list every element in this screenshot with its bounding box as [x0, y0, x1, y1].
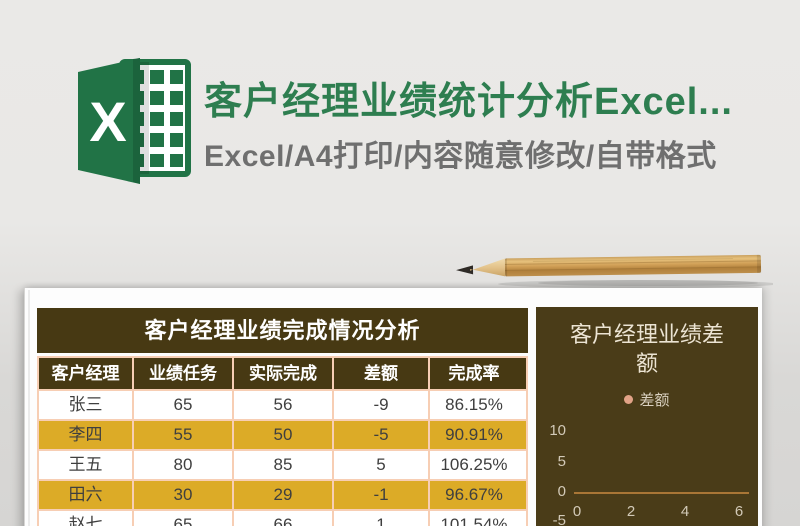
table-cell: 65	[134, 391, 234, 419]
banner-subtitle: Excel/A4打印/内容随意修改/自带格式	[204, 140, 717, 173]
banner-title: 客户经理业绩统计分析Excel...	[204, 81, 733, 123]
banner: X 客户经理业绩统计分析Excel... Excel/A4打印/内容随意修改/自…	[0, 0, 800, 240]
table-cell: -1	[334, 481, 430, 509]
x-axis-tick: 6	[734, 503, 744, 520]
table-cell: 86.15%	[445, 395, 503, 414]
table-cell: -5	[334, 421, 430, 449]
header-cell: 差额	[334, 358, 430, 389]
pencil-icon	[456, 254, 773, 288]
header-cell: 业绩任务	[134, 358, 234, 389]
x-axis-line	[574, 492, 749, 494]
table-cell: -9	[334, 391, 430, 419]
chart-title: 客户经理业绩差 额	[569, 322, 724, 376]
table-cell: 66	[234, 511, 334, 526]
y-axis-tick: 0	[557, 483, 566, 500]
table-cell: 65	[134, 511, 234, 526]
excel-x-letter: X	[89, 90, 126, 153]
table-cell: 30	[134, 481, 234, 509]
header-cell: 完成率	[448, 364, 500, 383]
table-grid: 客户经理 业绩任务 实际完成 差额 完成率 张三 65 56 -9 86.15%…	[37, 356, 528, 526]
header-cell: 实际完成	[234, 358, 334, 389]
table-cell: 55	[134, 421, 234, 449]
table-cell: 56	[234, 391, 334, 419]
table-cell: 80	[134, 451, 234, 479]
table-cell: 29	[234, 481, 334, 509]
x-axis-tick: 0	[572, 503, 582, 520]
performance-table: 客户经理业绩完成情况分析 客户经理 业绩任务 实际完成 差额 完成率 张三 65…	[37, 308, 528, 526]
table-row: 赵七 65 66 1 101.54%	[39, 509, 526, 526]
table-cell: 101.54%	[440, 515, 508, 526]
table-cell: 85	[234, 451, 334, 479]
table-title: 客户经理业绩完成情况分析	[37, 308, 528, 353]
legend-label: 差额	[639, 392, 670, 409]
table-cell: 李四	[39, 421, 134, 449]
table-cell: 赵七	[39, 511, 134, 526]
table-header-row: 客户经理 业绩任务 实际完成 差额 完成率	[39, 358, 526, 389]
difference-chart: 客户经理业绩差 额 差额 10 5 0 -5 0 2 4 6	[536, 307, 758, 526]
chart-legend: 差额	[536, 389, 758, 410]
table-cell: 96.67%	[445, 485, 503, 504]
table-cell: 106.25%	[440, 455, 508, 474]
table-cell: 1	[334, 511, 430, 526]
table-row: 田六 30 29 -1 96.67%	[39, 479, 526, 509]
table-cell: 5	[334, 451, 430, 479]
table-cell: 王五	[39, 451, 134, 479]
excel-logo: X	[78, 58, 191, 184]
table-cell: 50	[234, 421, 334, 449]
table-row: 李四 55 50 -5 90.91%	[39, 419, 526, 449]
table-cell: 田六	[39, 481, 134, 509]
y-axis-tick: -5	[552, 512, 566, 526]
y-axis-tick: 10	[549, 422, 566, 439]
table-row: 张三 65 56 -9 86.15%	[39, 389, 526, 419]
x-axis-tick: 4	[680, 503, 690, 520]
document-preview: 客户经理业绩完成情况分析 客户经理 业绩任务 实际完成 差额 完成率 张三 65…	[24, 288, 762, 526]
table-cell: 张三	[39, 391, 134, 419]
table-cell: 90.91%	[445, 425, 503, 444]
excel-cover-icon	[78, 58, 140, 184]
y-axis-tick: 5	[557, 453, 566, 470]
x-axis-tick: 2	[626, 503, 636, 520]
table-row: 王五 80 85 5 106.25%	[39, 449, 526, 479]
header-cell: 客户经理	[39, 358, 134, 389]
legend-marker-icon	[624, 395, 634, 404]
